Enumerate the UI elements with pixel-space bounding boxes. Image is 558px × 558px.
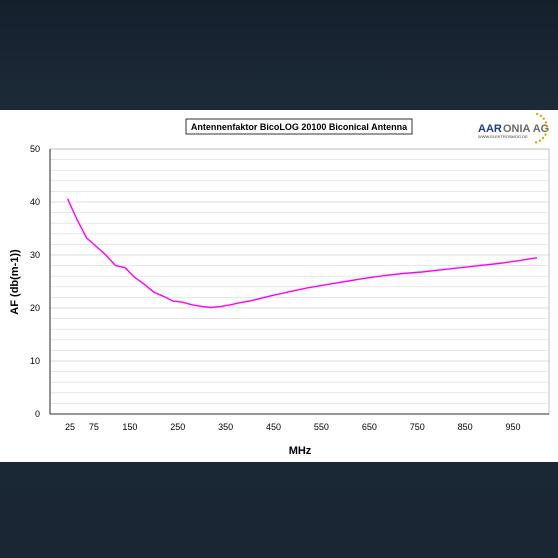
chart-title-box (185, 118, 413, 135)
x-tick-label: 350 (218, 422, 233, 432)
star-icon (538, 139, 542, 142)
star-icon (545, 125, 549, 128)
logo-brand-right: ONIA AG (503, 123, 549, 135)
y-tick-label: 0 (35, 409, 40, 419)
x-tick-label: 950 (506, 422, 521, 432)
x-tick-label: 550 (314, 422, 329, 432)
y-axis-title: AF (db(m-1)) (9, 249, 21, 315)
star-icon (544, 133, 547, 136)
plot-area (49, 148, 550, 415)
star-icon (535, 112, 539, 116)
y-tick-label: 50 (30, 144, 40, 154)
chart: 0 10 20 30 40 50 25 75 150 250 350 450 550 650 750 850… (9, 112, 550, 457)
x-tick-label: 650 (362, 422, 377, 432)
x-tick-label: 250 (170, 422, 185, 432)
y-tick-label: 40 (30, 197, 40, 207)
y-tick-labels: 0 10 20 30 40 50 (30, 144, 40, 419)
chart-panel: 0 10 20 30 40 50 25 75 150 250 350 450 550 650 750 850… (0, 110, 558, 462)
star-icon (541, 136, 545, 140)
star-icon (544, 121, 548, 124)
af-series-line (66, 198, 538, 309)
logo-stars (534, 112, 549, 144)
logo-brand-left: AAR (478, 123, 502, 135)
grid (50, 148, 549, 404)
y-tick-label: 20 (30, 303, 40, 313)
x-tick-label: 750 (410, 422, 425, 432)
x-tick-labels: 25 75 150 250 350 450 550 650 750 850 950 (65, 422, 521, 432)
x-tick-label: 850 (458, 422, 473, 432)
aaronia-logo: AAR ONIA AG WWW.ELEKTROSMOG.DE (478, 112, 549, 144)
star-icon (545, 129, 548, 132)
chart-title: Antennenfaktor BicoLOG 20100 Biconical A… (191, 122, 408, 132)
x-axis-title: MHz (289, 445, 312, 457)
star-icon (542, 117, 545, 120)
x-tick-label: 450 (266, 422, 281, 432)
y-tick-label: 30 (30, 250, 40, 260)
x-tick-label: 25 (65, 422, 75, 432)
x-tick-label: 75 (89, 422, 99, 432)
star-icon (534, 141, 538, 144)
y-tick-label: 10 (30, 356, 40, 366)
star-icon (539, 114, 542, 118)
x-tick-label: 150 (122, 422, 137, 432)
logo-sub: WWW.ELEKTROSMOG.DE (478, 134, 528, 139)
